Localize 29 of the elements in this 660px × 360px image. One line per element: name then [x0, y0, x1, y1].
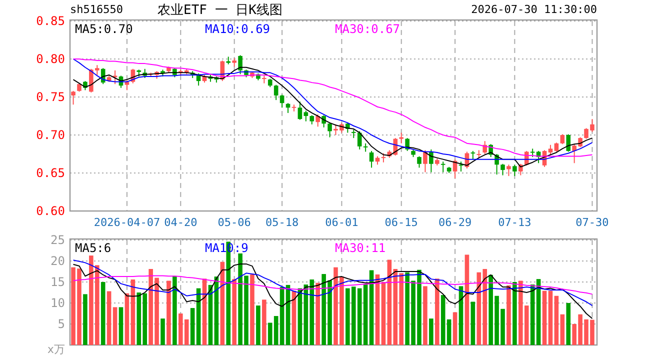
x-tick-label: 06-01: [325, 216, 358, 229]
series-label: MA5:6: [75, 241, 112, 255]
y-tick-label: 0.85: [36, 14, 65, 28]
text: 2026-07-30 11:30:00: [471, 3, 597, 16]
y-tick-label: 0.60: [36, 204, 65, 218]
y-tick-label: 25: [50, 233, 65, 247]
y-tick-label: 20: [50, 254, 65, 268]
text: sh516550: [70, 3, 123, 16]
chart-title: 农业ETF 一 日K线图: [158, 3, 282, 18]
x-tick-label: 04-20: [164, 216, 198, 229]
text: x万: [47, 343, 65, 356]
y-tick-label: 0.70: [36, 128, 65, 142]
y-tick-label: 0.65: [36, 166, 65, 180]
x-tick-label: 2026-04-07: [94, 216, 160, 229]
x-tick-label: 06-15: [384, 216, 418, 229]
x-tick-label: 06-29: [438, 216, 472, 229]
y-tick-label: 0.80: [36, 52, 65, 66]
x-tick-label: 07-13: [498, 216, 532, 229]
x-tick-label: 05-18: [265, 216, 299, 229]
x-tick-label: 05-06: [218, 216, 251, 229]
y-tick-label: 0.75: [36, 90, 65, 104]
y-tick-label: 10: [50, 296, 65, 310]
text: MA5:0.70: [75, 22, 133, 36]
x-tick-label: 07-30: [576, 216, 609, 229]
text: MA30:0.67: [335, 22, 400, 36]
text: MA10:0.69: [205, 22, 270, 36]
y-tick-label: 15: [50, 275, 65, 289]
y-tick-label: 5: [58, 317, 65, 331]
text: MA30:11: [335, 241, 386, 255]
